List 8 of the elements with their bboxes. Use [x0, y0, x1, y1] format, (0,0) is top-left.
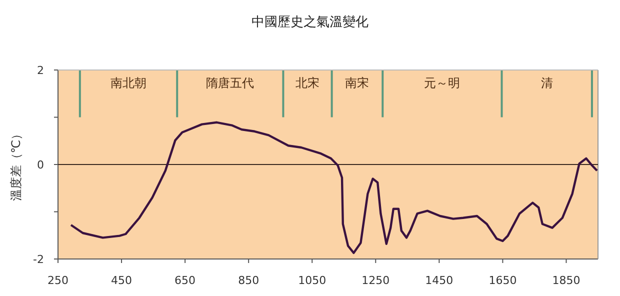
annotation: 隋唐五代	[206, 76, 254, 90]
title: 中國歷史之氣溫變化	[252, 15, 368, 30]
annotation: 北宋	[296, 76, 320, 90]
annotation: 元～明	[424, 76, 460, 90]
annotation: 南宋	[345, 76, 370, 90]
annotation: 清	[540, 76, 553, 90]
ylabel: 溫度差（℃）	[9, 128, 23, 202]
annotation: 南北朝	[110, 76, 147, 90]
